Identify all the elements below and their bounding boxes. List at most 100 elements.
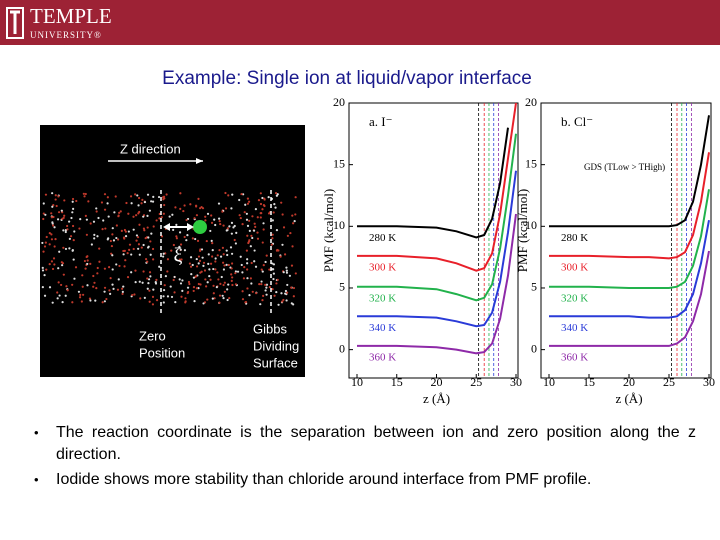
water-molecule	[71, 301, 74, 304]
water-molecule	[78, 296, 82, 299]
water-molecule	[258, 283, 261, 286]
water-molecule	[112, 287, 115, 290]
water-molecule	[66, 289, 69, 292]
water-molecule	[41, 269, 45, 272]
water-molecule	[195, 257, 198, 261]
water-molecule	[268, 268, 271, 271]
water-molecule	[170, 249, 173, 252]
water-molecule	[115, 236, 118, 240]
water-molecule	[244, 301, 247, 304]
water-molecule	[195, 265, 199, 268]
water-molecule	[262, 222, 265, 225]
water-molecule	[137, 247, 140, 250]
water-molecule	[260, 280, 263, 283]
water-molecule	[80, 300, 83, 303]
water-molecule	[274, 192, 278, 195]
y-tick-label: 10	[525, 218, 537, 232]
water-molecule	[68, 237, 71, 240]
water-molecule	[71, 249, 74, 252]
water-molecule	[132, 215, 135, 218]
water-molecule	[114, 195, 117, 198]
water-molecule	[138, 253, 141, 256]
water-molecule	[225, 263, 228, 266]
water-molecule	[162, 301, 165, 304]
water-molecule	[150, 232, 153, 235]
water-molecule	[200, 270, 203, 273]
water-molecule	[186, 234, 189, 237]
water-molecule	[250, 261, 253, 265]
water-molecule	[97, 216, 100, 220]
water-molecule	[101, 228, 104, 231]
water-molecule	[138, 223, 141, 226]
water-molecule	[155, 219, 158, 222]
water-molecule	[124, 235, 128, 238]
water-molecule	[128, 243, 132, 246]
water-molecule	[44, 241, 47, 244]
water-molecule	[230, 232, 233, 235]
water-molecule	[175, 235, 178, 238]
pmf-panel: 10 15 20 25 30 0 5 10 15 20 z (Å) PMF (kcal/mol) a. …	[321, 95, 522, 406]
water-molecule	[136, 236, 140, 239]
x-tick-label: 25	[470, 375, 482, 389]
water-molecule	[172, 243, 175, 247]
water-molecule	[84, 214, 87, 217]
water-molecule	[239, 255, 242, 258]
water-molecule	[192, 289, 195, 293]
water-molecule	[62, 273, 65, 276]
water-molecule	[260, 283, 263, 286]
water-molecule	[68, 247, 71, 250]
water-molecule	[196, 239, 200, 242]
water-molecule	[216, 271, 219, 274]
water-molecule	[193, 217, 196, 220]
water-molecule	[162, 255, 165, 258]
water-molecule	[193, 300, 196, 303]
water-molecule	[257, 199, 261, 202]
water-molecule	[248, 229, 251, 232]
water-molecule	[158, 265, 161, 268]
water-molecule	[281, 213, 284, 216]
water-molecule	[96, 266, 99, 270]
water-molecule	[241, 298, 245, 301]
water-molecule	[41, 266, 44, 269]
water-molecule	[129, 195, 133, 198]
water-molecule	[226, 253, 229, 257]
water-molecule	[217, 278, 220, 281]
water-molecule	[272, 277, 275, 281]
water-molecule	[162, 198, 165, 201]
water-molecule	[264, 283, 267, 286]
water-molecule	[108, 289, 111, 292]
curve-label: 280 K	[561, 232, 588, 244]
xi-heads	[163, 223, 194, 231]
water-molecule	[290, 286, 293, 289]
water-molecule	[214, 223, 217, 227]
x-tick-label: 10	[351, 375, 363, 389]
water-molecule	[222, 253, 225, 256]
water-molecule	[55, 204, 58, 208]
water-molecule	[118, 264, 121, 268]
water-molecule	[279, 255, 282, 258]
water-molecule	[157, 195, 161, 199]
water-molecule	[204, 278, 207, 281]
water-molecule	[180, 295, 183, 298]
water-molecule	[191, 237, 194, 240]
water-molecule	[147, 236, 150, 239]
y-tick-label: 0	[339, 341, 345, 355]
water-molecule	[109, 277, 112, 280]
logo-text: TEMPLE	[30, 4, 112, 28]
water-molecule	[245, 212, 248, 215]
water-molecule	[56, 297, 59, 300]
water-molecule	[111, 227, 114, 230]
water-molecule	[135, 239, 138, 242]
water-molecule	[277, 249, 280, 252]
water-molecule	[282, 298, 285, 302]
water-molecule	[246, 262, 249, 265]
water-molecule	[284, 292, 287, 295]
water-molecule	[268, 285, 271, 289]
water-molecule	[81, 274, 84, 277]
y-tick-label: 0	[531, 341, 537, 355]
water-molecule	[264, 260, 267, 264]
water-molecule	[82, 192, 85, 195]
x-tick-label: 20	[623, 375, 635, 389]
water-molecule	[98, 247, 101, 250]
